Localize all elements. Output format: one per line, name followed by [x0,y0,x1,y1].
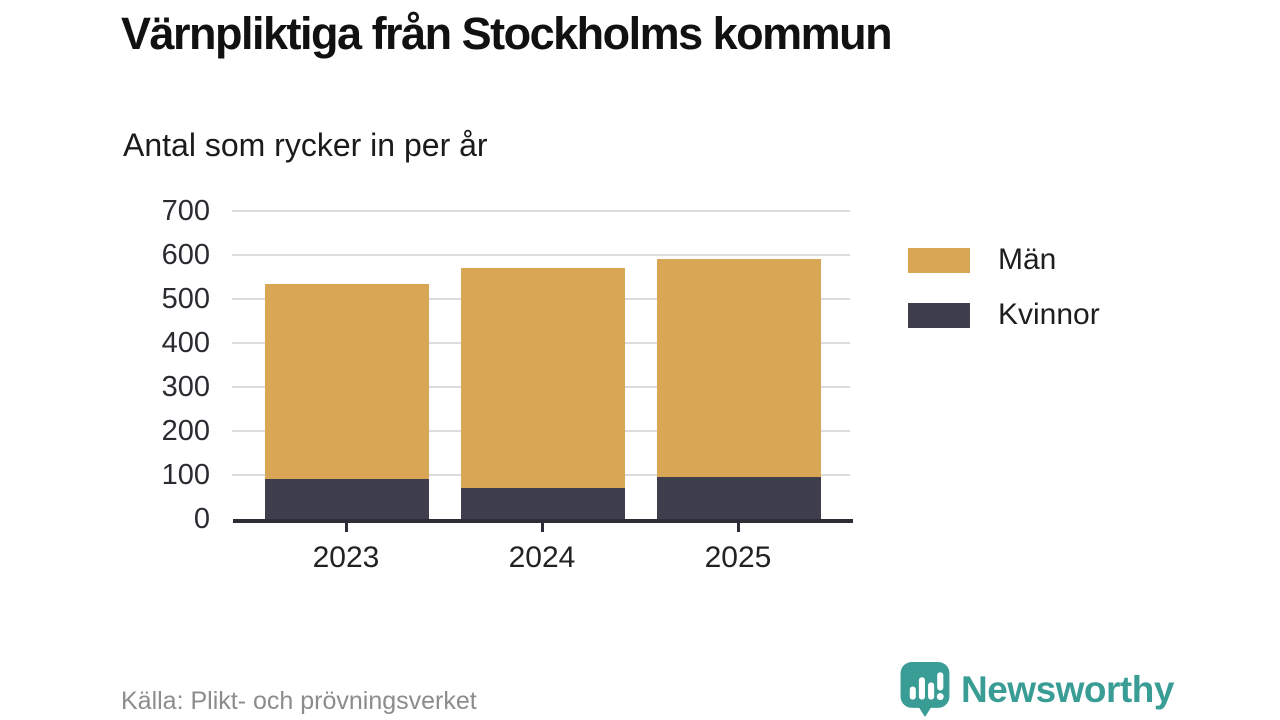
y-axis-tick-label: 700 [161,195,210,227]
brand-name: Newsworthy [961,668,1174,710]
bar-2025-män [657,259,821,478]
bar-2024-män [461,268,625,489]
legend-label: Män [998,243,1057,276]
legend-swatch-män [908,247,970,273]
chart-subtitle: Antal som rycker in per år [123,127,488,163]
x-axis-label-2023: 2023 [312,541,380,574]
x-axis-label-2025: 2025 [704,541,772,574]
bar-2023-män [265,283,429,480]
brand-logo: Newsworthy [898,661,1174,718]
y-axis-tick-label: 500 [161,283,210,315]
plot-area [232,210,850,519]
y-axis-tick-label: 0 [193,503,210,535]
bar-2024-kvinnor [461,488,625,519]
bar-2023-kvinnor [265,479,429,519]
y-axis-tick-label: 300 [161,371,210,403]
legend-item-kvinnor: Kvinnor [908,298,1100,332]
gridline-600 [232,254,850,256]
source-note: Källa: Plikt- och prövningsverket [121,687,477,715]
chart-title: Värnpliktiga från Stockholms kommun [121,8,893,59]
x-axis-tick [541,523,544,532]
newsworthy-bubble-chart-icon [900,662,950,717]
gridline-700 [232,210,850,212]
y-axis-tick-label: 200 [161,415,210,447]
y-axis-tick-label: 400 [161,327,210,359]
y-axis-tick-label: 600 [161,239,210,271]
x-axis-label-2024: 2024 [508,541,576,574]
x-axis-tick [737,523,740,532]
x-axis-tick [345,523,348,532]
bar-2025-kvinnor [657,477,821,519]
x-axis-line [233,519,853,523]
legend-item-män: Män [908,243,1100,277]
legend-label: Kvinnor [998,298,1100,331]
y-axis-tick-label: 100 [161,459,210,491]
legend: Män Kvinnor [908,243,1100,332]
legend-swatch-kvinnor [908,302,970,328]
